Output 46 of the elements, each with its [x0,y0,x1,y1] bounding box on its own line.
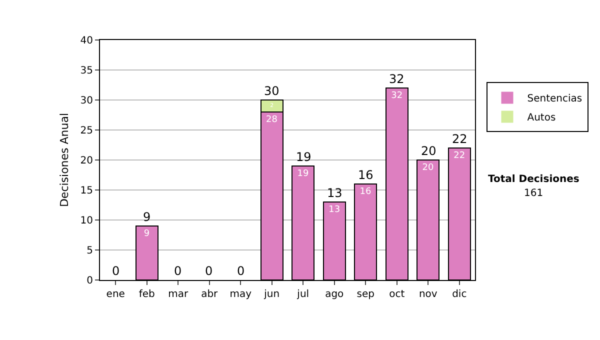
x-tick-label: nov [418,289,438,300]
data-label: 28 [266,115,278,125]
total-label: 0 [237,264,245,278]
y-tick-label: 25 [80,126,93,136]
y-tick-label: 35 [80,66,93,76]
y-tick-label: 5 [86,246,93,256]
y-tick-label: 40 [80,36,93,46]
x-tick-label: ago [325,289,344,300]
data-label: 9 [144,229,150,239]
x-tick-label: abr [201,289,219,300]
y-tick-label: 10 [80,216,93,226]
data-label: 22 [454,151,466,161]
total-label: 0 [205,264,213,278]
total-label: 9 [143,210,151,224]
x-tick-label: jun [263,289,280,300]
x-tick-label: oct [389,289,405,300]
y-tick-label: 30 [80,96,93,106]
x-tick-label: sep [356,289,374,300]
text: Total Decisiones [488,174,580,185]
y-tick-label: 20 [80,156,93,166]
data-label: 16 [360,187,372,197]
x-tick-label: may [230,289,252,300]
data-label: 19 [297,169,309,179]
total-label: 19 [296,150,312,164]
data-label: 32 [391,91,403,101]
x-tick-label: jul [296,289,310,300]
legend-label: Sentencias [527,94,582,105]
total-label: 32 [389,72,404,86]
total-label: 13 [327,186,342,200]
total-label: 30 [264,84,280,98]
x-tick-label: dic [452,289,467,300]
y-tick-label: 15 [80,186,93,196]
data-label: 20 [422,163,434,173]
text: 161 [524,188,544,199]
data-label: 13 [328,205,340,215]
total-label: 22 [452,132,468,146]
total-label: 20 [421,144,436,158]
y-tick-label: 0 [86,276,93,286]
total-label: 16 [358,168,374,182]
total-label: 0 [112,264,120,278]
x-tick-label: ene [106,289,125,300]
x-tick-label: mar [168,289,190,300]
x-tick-label: feb [138,289,155,300]
legend-label: Autos [527,112,556,124]
total-label: 0 [174,264,182,278]
y-axis-title: Decisiones Anual [58,112,71,208]
